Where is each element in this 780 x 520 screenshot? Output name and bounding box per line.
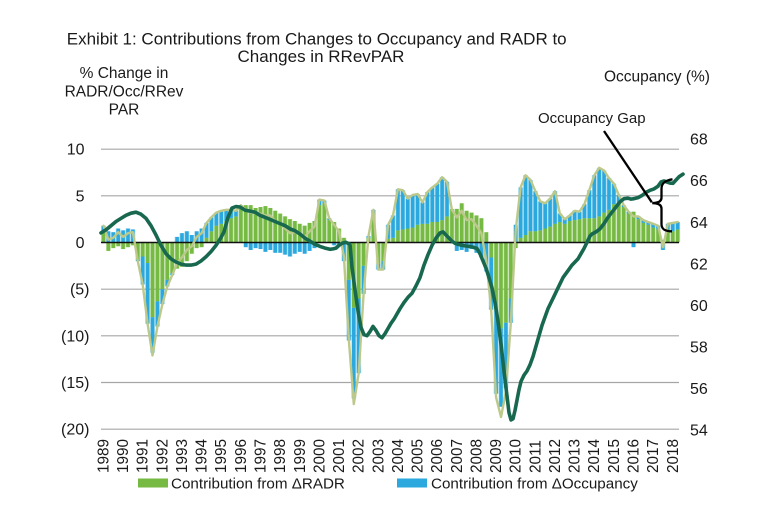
svg-text:0: 0	[76, 235, 85, 252]
svg-text:5: 5	[76, 188, 85, 205]
svg-text:2000: 2000	[311, 439, 328, 473]
svg-text:1991: 1991	[135, 439, 152, 473]
svg-text:2011: 2011	[527, 440, 544, 473]
svg-text:2007: 2007	[449, 439, 466, 473]
svg-text:66: 66	[690, 173, 708, 190]
svg-text:Contribution from ΔOccupancy: Contribution from ΔOccupancy	[431, 475, 638, 492]
svg-text:62: 62	[690, 256, 708, 273]
svg-text:Occupancy Gap: Occupancy Gap	[538, 110, 646, 127]
svg-text:1994: 1994	[194, 438, 211, 473]
svg-text:68: 68	[690, 132, 708, 149]
svg-text:1992: 1992	[154, 439, 171, 473]
svg-text:2010: 2010	[508, 439, 525, 473]
svg-text:2001: 2001	[331, 439, 348, 473]
svg-text:2018: 2018	[665, 439, 682, 473]
svg-text:1995: 1995	[213, 439, 230, 473]
svg-text:2004: 2004	[390, 438, 407, 473]
svg-text:Contribution from ΔRADR: Contribution from ΔRADR	[171, 475, 345, 492]
svg-text:54: 54	[690, 423, 708, 440]
svg-text:2012: 2012	[547, 439, 564, 473]
svg-text:2005: 2005	[410, 439, 427, 473]
svg-text:2009: 2009	[488, 439, 505, 473]
svg-text:2013: 2013	[567, 439, 584, 473]
svg-text:(20): (20)	[61, 422, 89, 439]
svg-text:2006: 2006	[429, 439, 446, 473]
svg-text:(15): (15)	[61, 375, 89, 392]
svg-text:1996: 1996	[233, 439, 250, 473]
svg-text:2016: 2016	[626, 439, 643, 473]
svg-text:% Change in: % Change in	[80, 65, 169, 82]
svg-text:1990: 1990	[115, 439, 132, 473]
svg-text:1997: 1997	[253, 439, 270, 473]
svg-text:2008: 2008	[469, 439, 486, 473]
svg-text:2002: 2002	[351, 439, 368, 473]
svg-text:2017: 2017	[645, 439, 662, 473]
svg-text:1989: 1989	[96, 439, 113, 473]
svg-text:1998: 1998	[272, 439, 289, 473]
svg-text:2014: 2014	[586, 438, 603, 473]
svg-text:1993: 1993	[174, 439, 191, 473]
svg-text:(5): (5)	[70, 282, 90, 299]
svg-text:2015: 2015	[606, 439, 623, 473]
svg-text:60: 60	[690, 298, 708, 315]
svg-text:Changes in RRevPAR: Changes in RRevPAR	[238, 47, 405, 66]
svg-text:(10): (10)	[61, 328, 89, 345]
svg-text:Occupancy (%): Occupancy (%)	[604, 69, 710, 86]
svg-text:56: 56	[690, 381, 708, 398]
svg-text:RADR/Occ/RRev: RADR/Occ/RRev	[65, 83, 184, 100]
svg-text:Exhibit 1: Contributions from: Exhibit 1: Contributions from Changes to…	[67, 29, 567, 48]
svg-text:1999: 1999	[292, 439, 309, 473]
svg-text:2003: 2003	[370, 439, 387, 473]
svg-text:58: 58	[690, 339, 708, 356]
svg-text:64: 64	[690, 215, 708, 232]
svg-text:PAR: PAR	[109, 102, 140, 119]
svg-text:10: 10	[67, 142, 85, 159]
